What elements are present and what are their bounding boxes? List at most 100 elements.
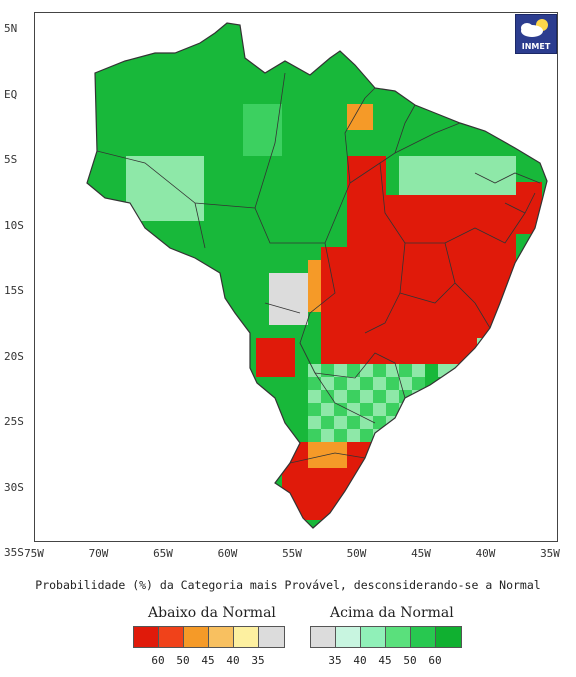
legend-tick-label: 50 [403,654,417,667]
probability-cell [477,299,490,312]
probability-cell [503,234,516,247]
probability-cell [334,429,347,442]
legend-above-swatch [436,627,461,647]
probability-cell [386,286,399,299]
probability-cell [438,260,451,273]
probability-cell [282,273,295,286]
probability-cell [256,104,269,117]
probability-cell [399,286,412,299]
probability-cell [373,364,386,377]
probability-cell [347,195,360,208]
longitude-label: 75W [24,547,44,560]
probability-cell [347,325,360,338]
latitude-label: 15S [4,284,24,297]
probability-cell [438,182,451,195]
probability-cell [347,494,360,507]
probability-cell [477,208,490,221]
probability-cell [464,156,477,169]
probability-cell [360,364,373,377]
probability-cell [503,247,516,260]
probability-cell [282,286,295,299]
probability-cell [347,507,360,520]
state-borders [96,72,541,464]
probability-cell [425,273,438,286]
probability-cell [503,156,516,169]
probability-cell [269,143,282,156]
probability-cell [334,390,347,403]
longitude-label: 65W [153,547,173,560]
probability-cell [334,442,347,455]
probability-cell [412,208,425,221]
probability-cell [321,260,334,273]
probability-cell [373,208,386,221]
probability-cell [464,182,477,195]
probability-cell [178,208,191,221]
legend-tick-label: 45 [378,654,392,667]
probability-cell [269,299,282,312]
probability-cell [334,338,347,351]
probability-cell [269,286,282,299]
legend-tick-label: 45 [201,654,215,667]
probability-cell [399,247,412,260]
probability-cell [477,351,490,364]
probability-cell [321,273,334,286]
probability-cell [386,351,399,364]
probability-cell [425,260,438,273]
probability-cell [360,507,373,520]
probability-cell [386,429,399,442]
probability-cell [321,364,334,377]
probability-cell [139,169,152,182]
probability-cell [477,364,490,377]
probability-cell [360,156,373,169]
probability-cell [321,377,334,390]
probability-cell [347,481,360,494]
probability-cell [178,169,191,182]
probability-cell [373,299,386,312]
probability-cell [451,221,464,234]
probability-cell [490,169,503,182]
probability-cell [347,208,360,221]
latitude-label: 10S [4,218,24,232]
probability-cell [477,234,490,247]
probability-cell [399,234,412,247]
probability-cell [490,234,503,247]
probability-cell [386,221,399,234]
probability-cell [477,156,490,169]
map-frame [34,12,558,542]
probability-cell [360,429,373,442]
probability-cell [464,234,477,247]
probability-cell [139,195,152,208]
probability-cell [282,442,295,455]
probability-cell [347,234,360,247]
probability-cell [412,364,425,377]
probability-cell [490,286,503,299]
probability-cell [347,247,360,260]
probability-cell [347,299,360,312]
probability-cell [451,260,464,273]
probability-cell [360,390,373,403]
probability-cell [412,195,425,208]
probability-cell [347,312,360,325]
probability-cell [360,195,373,208]
probability-cell [347,156,360,169]
probability-cell [464,208,477,221]
probability-cell [165,182,178,195]
probability-cell [282,507,295,520]
probability-cell [438,338,451,351]
probability-cell [308,260,321,273]
probability-cell [477,182,490,195]
probability-cell [503,195,516,208]
probability-cell [256,364,269,377]
brazil-outline [86,22,548,529]
probability-cell [464,247,477,260]
probability-cell [386,299,399,312]
probability-cell [347,455,360,468]
probability-cell [321,416,334,429]
probability-cell [295,273,308,286]
probability-cell [477,260,490,273]
probability-cell [269,338,282,351]
probability-cell [360,325,373,338]
probability-cell [425,195,438,208]
probability-cell [399,416,412,429]
probability-cell [373,156,386,169]
